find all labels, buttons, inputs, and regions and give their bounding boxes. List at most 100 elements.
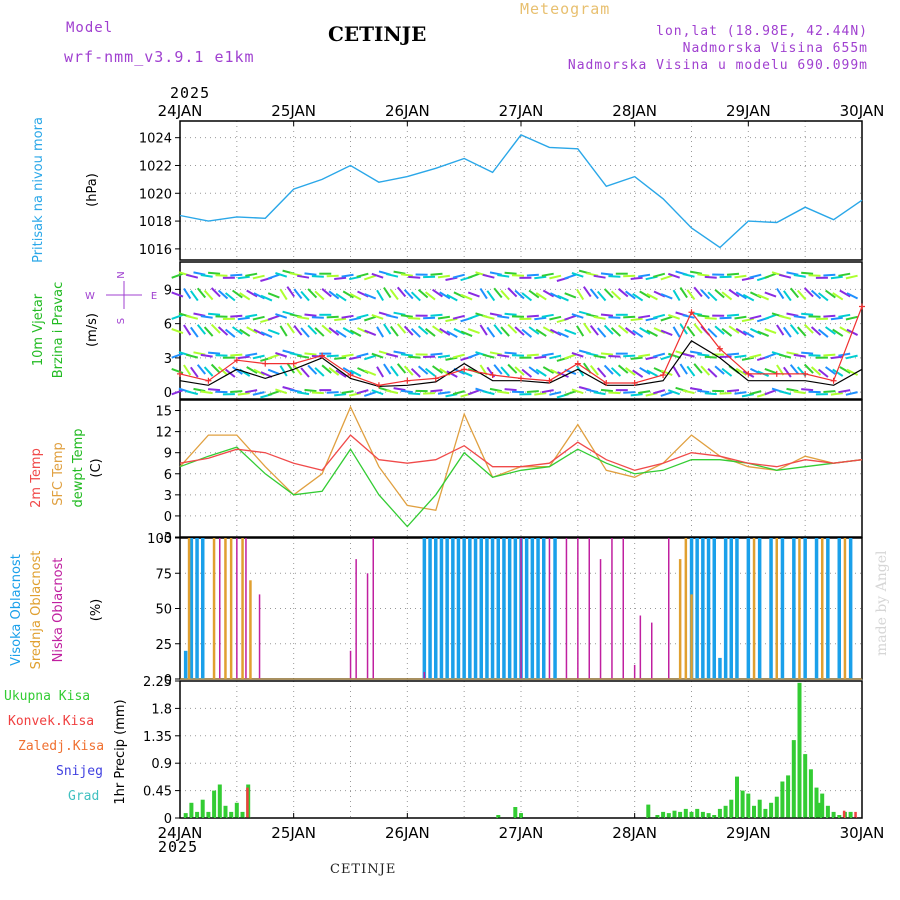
wind-barb: [603, 324, 614, 335]
wind-barb: [617, 364, 629, 374]
wind-barb: [742, 330, 755, 338]
wind-barb: [734, 315, 747, 320]
wind-barb: [564, 292, 577, 299]
wind-barb: [504, 351, 517, 355]
wind-barb: [504, 388, 517, 392]
wind-barb: [232, 289, 243, 299]
cloud-bar: [530, 538, 535, 679]
wind-barb: [460, 330, 473, 337]
cloud-bar: [678, 559, 682, 679]
wind-barb: [700, 289, 711, 300]
cloud-bar: [695, 538, 699, 679]
wind-barb: [267, 353, 280, 360]
wind-barb: [734, 354, 747, 359]
wind-barb: [672, 289, 681, 302]
cloud-bar: [622, 538, 624, 679]
cloud-bar: [502, 538, 506, 679]
wind-barb: [304, 313, 317, 317]
wind-barb: [321, 288, 332, 298]
wind-barb: [311, 391, 324, 395]
wind-barb: [376, 366, 385, 378]
wind-barb: [823, 390, 836, 393]
cloud-bar: [651, 622, 653, 679]
wind-barb: [689, 350, 703, 355]
wind-barb: [610, 367, 622, 377]
cloud-ylabel-mid: Srednja Oblacnost: [29, 551, 44, 670]
cloud-bar: [439, 538, 444, 679]
wind-barb: [260, 294, 273, 302]
wind-barb: [430, 272, 443, 276]
cloud-bar: [490, 538, 495, 679]
y-tick-label: 0.9: [151, 757, 172, 772]
wind-barbs: [171, 269, 859, 399]
cloud-bar: [258, 594, 261, 679]
cloud-bar: [212, 538, 216, 679]
wind-barb: [689, 270, 703, 275]
precip-bar: [854, 811, 857, 818]
wind-barb: [667, 389, 681, 396]
wind-barb: [825, 289, 836, 299]
wind-barb: [408, 392, 421, 396]
wind-barb: [596, 290, 607, 302]
cloud-bar: [187, 538, 191, 679]
wind-barb: [417, 325, 429, 335]
wind-barb: [171, 328, 184, 335]
x-tick-label-bottom: 29JAN: [726, 824, 771, 842]
precip-bar: [700, 811, 705, 818]
wind-barb: [210, 323, 221, 334]
y-tick-label: 1024: [139, 132, 172, 147]
wind-speed-marker: [716, 345, 723, 352]
wind-barb: [364, 329, 377, 336]
wind-barb: [653, 389, 666, 395]
wind-barb: [682, 389, 695, 395]
precip-bar: [496, 815, 501, 818]
wind-barb: [279, 325, 288, 337]
wind-barb: [608, 316, 621, 319]
cloud-bar: [752, 538, 756, 679]
wind-barb: [521, 368, 533, 378]
wind-barb: [424, 367, 436, 377]
wind-barb: [679, 363, 688, 375]
precip-bar: [519, 813, 523, 818]
wind-barb: [682, 273, 695, 278]
precip-bar: [223, 805, 228, 818]
y-tick-label: 25: [155, 638, 172, 653]
wind-barb: [297, 274, 310, 279]
y-tick-label: 100: [147, 532, 172, 547]
wind-barb: [232, 326, 243, 335]
wind-barb: [839, 289, 851, 298]
precip-bar: [803, 754, 808, 818]
wind-barb: [638, 273, 651, 278]
wind-barb: [535, 292, 547, 301]
wind-barb: [328, 367, 340, 376]
wind-barb: [845, 391, 858, 396]
wind-barb: [782, 290, 792, 302]
wind-barb: [482, 390, 495, 396]
wind-barb: [623, 354, 636, 358]
wind-barb: [526, 390, 539, 393]
precip-bar: [774, 796, 779, 818]
wind-speed-marker: [290, 360, 297, 367]
wind-speed-marker: [688, 309, 695, 316]
wind-barb: [682, 314, 695, 319]
wind-barb: [446, 330, 458, 338]
wind-barb: [364, 293, 377, 300]
wind-barb: [632, 369, 644, 378]
y-tick-label: 0: [164, 386, 172, 401]
wind-barb: [410, 367, 421, 378]
wind-barb: [260, 371, 273, 378]
wind-barb: [660, 293, 673, 300]
wind-barb: [203, 289, 214, 301]
y-tick-label: 1.35: [143, 730, 172, 745]
wind-barb: [786, 271, 799, 276]
y-tick-label: 0: [164, 812, 172, 827]
temp-2m-line: [179, 434, 863, 472]
wind-speed-marker: [205, 377, 212, 384]
wind-barb: [630, 317, 643, 322]
wind-barb: [321, 324, 332, 334]
wind-barb: [430, 313, 443, 317]
temp-ylabel-dewpt: dewpt Temp: [71, 428, 86, 507]
wind-barb: [200, 353, 213, 358]
wind-barb: [823, 314, 836, 318]
wind-barb: [311, 275, 324, 278]
